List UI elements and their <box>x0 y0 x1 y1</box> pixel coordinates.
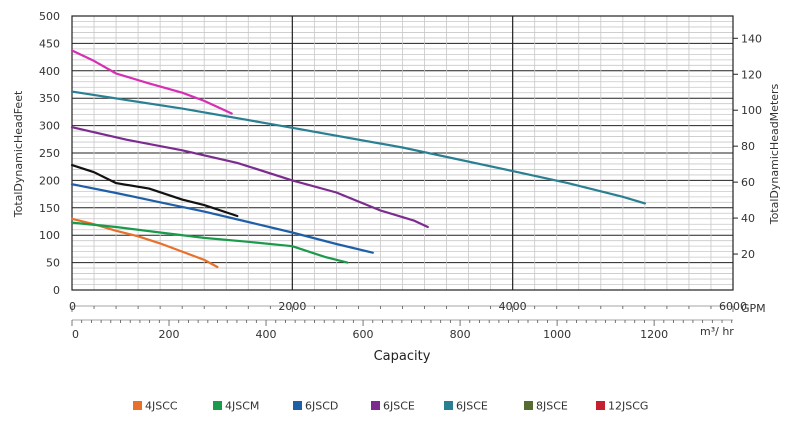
y-tick-feet: 150 <box>39 202 60 215</box>
y-tick-feet: 350 <box>39 92 60 105</box>
axis-layer: 0 50 100 150 200 250 300 350 400 450 500 20 40 60 80 10… <box>39 10 762 341</box>
x-tick-m3hr: 800 <box>450 328 471 341</box>
legend-label: 4JSCM <box>225 400 259 413</box>
x-tick-m3hr: 1000 <box>543 328 571 341</box>
x-tick-gpm: 2000 <box>278 300 306 313</box>
y-tick-feet: 250 <box>39 147 60 160</box>
grid-layer <box>71 15 734 291</box>
legend: 4JSCC 4JSCM 6JSCD 6JSCE 6JSCE 8JSCE 12JSCG <box>133 400 648 413</box>
y-tick-meters: 100 <box>741 104 762 117</box>
series-line-4jscm <box>70 221 349 264</box>
series-layer <box>70 49 646 269</box>
left-axis-title: TotalDynamicHeadFeet <box>12 90 25 218</box>
legend-swatch <box>133 401 142 410</box>
y-tick-meters: 140 <box>741 32 762 45</box>
y-tick-feet: 100 <box>39 229 60 242</box>
legend-label: 6JSCE <box>456 400 488 413</box>
legend-swatch <box>596 401 605 410</box>
legend-swatch <box>444 401 453 410</box>
y-tick-meters: 60 <box>741 176 755 189</box>
y-tick-meters: 40 <box>741 212 755 225</box>
legend-swatch <box>293 401 302 410</box>
y-tick-feet: 400 <box>39 65 60 78</box>
x-tick-gpm: 6000 <box>719 300 747 313</box>
y-tick-feet: 50 <box>46 257 60 270</box>
gpm-unit-label: GPM <box>741 302 766 315</box>
legend-swatch <box>524 401 533 410</box>
legend-swatch <box>371 401 380 410</box>
y-tick-feet: 300 <box>39 120 60 133</box>
y-tick-feet: 450 <box>39 37 60 50</box>
series-line-6jsce <box>70 126 429 229</box>
plot-frame <box>71 15 734 291</box>
x-tick-m3hr: 0 <box>72 328 79 341</box>
x-tick-gpm: 0 <box>69 300 76 313</box>
legend-label: 6JSCD <box>305 400 338 413</box>
legend-swatch <box>213 401 222 410</box>
legend-label: 4JSCC <box>145 400 178 413</box>
x-tick-m3hr: 200 <box>159 328 180 341</box>
series-line-6jscd <box>70 183 374 254</box>
series-line-6jsce <box>70 90 646 205</box>
y-tick-meters: 20 <box>741 248 755 261</box>
x-tick-m3hr: 1200 <box>640 328 668 341</box>
legend-label: 8JSCE <box>536 400 568 413</box>
right-axis-title: TotalDynamicHeadMeters <box>768 83 781 225</box>
x-tick-m3hr: 400 <box>256 328 277 341</box>
y-tick-meters: 80 <box>741 140 755 153</box>
series-line-unlabeled <box>70 49 233 115</box>
y-tick-feet: 200 <box>39 174 60 187</box>
x-axis-title: Capacity <box>374 349 431 364</box>
y-tick-meters: 120 <box>741 68 762 81</box>
y-tick-feet: 0 <box>53 284 60 297</box>
x-tick-m3hr: 600 <box>353 328 374 341</box>
y-tick-feet: 500 <box>39 10 60 23</box>
legend-label: 6JSCE <box>383 400 415 413</box>
legend-label: 12JSCG <box>608 400 648 413</box>
series-line-unlabeled <box>70 164 239 218</box>
m3hr-unit-label: m³/ hr <box>700 325 734 338</box>
x-tick-gpm: 4000 <box>499 300 527 313</box>
